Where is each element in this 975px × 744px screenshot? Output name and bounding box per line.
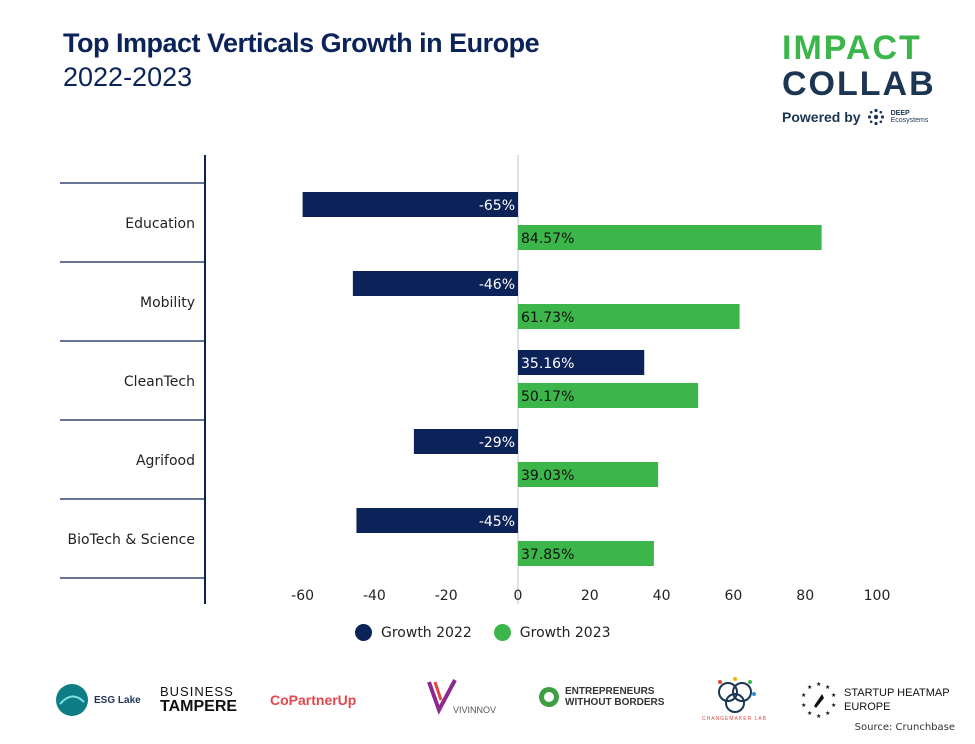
startup-heatmap-logo: ★ ★ ★ ★ ★ ★ ★ ★ ★ ★ STARTUP HEATMAP EUROPE: [798, 680, 950, 720]
esg-lake-logo: ESG Lake: [54, 682, 141, 718]
svg-text:★: ★: [831, 692, 836, 699]
legend: Growth 2022 Growth 2023: [355, 624, 611, 641]
svg-text:★: ★: [807, 710, 812, 717]
legend-swatch-2022: [355, 624, 372, 641]
brand-line2: COLLAB: [782, 65, 936, 103]
source-note: Source: Crunchbase: [854, 722, 955, 733]
business-tampere-logo: BUSINESS TAMPERE: [160, 684, 238, 715]
ecosystems-label: Ecosystems: [890, 117, 929, 124]
bar-2023: [518, 462, 659, 487]
category-label: BioTech & Science: [67, 532, 195, 548]
category-label: Agrifood: [136, 453, 195, 469]
powered-by: Powered by DEEP Ecosystems: [782, 108, 957, 126]
svg-text:★: ★: [825, 684, 830, 691]
legend-item-2022: Growth 2022: [355, 624, 472, 641]
chart-subtitle: 2022-2023: [63, 62, 193, 92]
legend-label-2023: Growth 2023: [519, 624, 611, 641]
x-tick-label: -40: [363, 588, 386, 604]
svg-text:★: ★: [831, 702, 836, 709]
bar-2022: [356, 508, 518, 533]
category-label: Mobility: [140, 295, 195, 311]
data-label: 35.16%: [521, 356, 574, 372]
deep-ecosystems-icon: [867, 108, 884, 126]
data-label: 37.85%: [521, 547, 574, 563]
bar-2023: [518, 383, 699, 408]
changemaker-lab-label: CHANGEMAKER LAB: [702, 716, 768, 722]
data-label: 50.17%: [521, 389, 574, 405]
copartnerup-label: CoPartnerUp: [270, 692, 357, 708]
startup-heatmap-text: STARTUP HEATMAP EUROPE: [844, 686, 950, 714]
partner-logos: ESG Lake BUSINESS TAMPERE CoPartnerUp VI…: [40, 676, 960, 726]
eu-stars-rocket-icon: ★ ★★★ ★★★★ ★★: [801, 681, 836, 720]
ewb-line2: WITHOUT BORDERS: [565, 697, 665, 708]
startup-heatmap-line2: EUROPE: [844, 701, 891, 713]
vivinnov-label: VIVINNOV: [453, 705, 497, 715]
changemaker-lab-logo: CHANGEMAKER LAB: [702, 676, 767, 722]
legend-item-2023: Growth 2023: [493, 624, 611, 641]
bar-2022: [302, 192, 518, 217]
entrepreneurs-without-borders-logo: ENTREPRENEURS WITHOUT BORDERS: [538, 686, 664, 708]
svg-text:★: ★: [825, 710, 830, 717]
category-label: CleanTech: [124, 374, 195, 390]
esg-lake-label: ESG Lake: [94, 694, 141, 706]
deep-ecosystems-wordmark: DEEP Ecosystems: [891, 110, 929, 124]
ewb-text: ENTREPRENEURS WITHOUT BORDERS: [565, 686, 664, 708]
brand-line1: IMPACT: [782, 29, 922, 67]
data-label: 84.57%: [521, 231, 574, 247]
x-tick-label: 80: [796, 588, 814, 604]
bar-2022: [518, 350, 645, 375]
bar-2023: [518, 304, 740, 329]
x-tick-label: 60: [724, 588, 742, 604]
deep-label: DEEP: [890, 110, 910, 117]
legend-label-2022: Growth 2022: [381, 624, 472, 641]
svg-text:★: ★: [801, 702, 806, 709]
data-label: -46%: [479, 277, 515, 293]
business-tampere-line2: TAMPERE: [160, 698, 238, 715]
data-label: -45%: [479, 514, 515, 530]
svg-text:★: ★: [816, 681, 821, 688]
x-tick-label: 40: [653, 588, 671, 604]
x-tick-label: 0: [514, 588, 523, 604]
category-label: Education: [125, 216, 195, 232]
svg-text:★: ★: [807, 684, 812, 691]
data-label: -65%: [479, 198, 515, 214]
chart-title: Top Impact Verticals Growth in Europe: [63, 28, 540, 58]
vivinnov-logo: VIVINNOV: [425, 676, 496, 716]
copartnerup-logo: CoPartnerUp: [270, 692, 356, 708]
svg-text:★: ★: [801, 692, 806, 699]
x-tick-label: 100: [864, 588, 891, 604]
ewb-line1: ENTREPRENEURS: [565, 686, 655, 697]
bar-2023: [518, 225, 822, 250]
data-label: 39.03%: [521, 468, 574, 484]
bar-2022: [413, 429, 518, 454]
business-tampere-line1: BUSINESS: [160, 684, 234, 699]
data-label: -29%: [479, 435, 515, 451]
changemaker-rings-icon: [717, 677, 756, 713]
impact-collab-logo: IMPACT COLLAB Powered by DEEP Ecosystems: [782, 30, 957, 126]
x-tick-label: -60: [291, 588, 314, 604]
data-label: 61.73%: [521, 310, 574, 326]
vivinnov-icon: [427, 679, 457, 715]
ewb-globe-icon: [539, 687, 559, 707]
legend-swatch-2023: [493, 624, 511, 641]
x-tick-label: -20: [435, 588, 458, 604]
esg-lake-icon: [56, 684, 88, 716]
bar-2022: [352, 271, 518, 296]
x-tick-label: 20: [581, 588, 599, 604]
powered-by-label: Powered by: [782, 109, 861, 125]
svg-text:★: ★: [816, 713, 821, 720]
bar-chart: Education -65% 84.57% Mobility -46% 61.73% Cle…: [60, 155, 891, 604]
startup-heatmap-line1: STARTUP HEATMAP: [844, 687, 950, 699]
bar-2023: [518, 541, 654, 566]
